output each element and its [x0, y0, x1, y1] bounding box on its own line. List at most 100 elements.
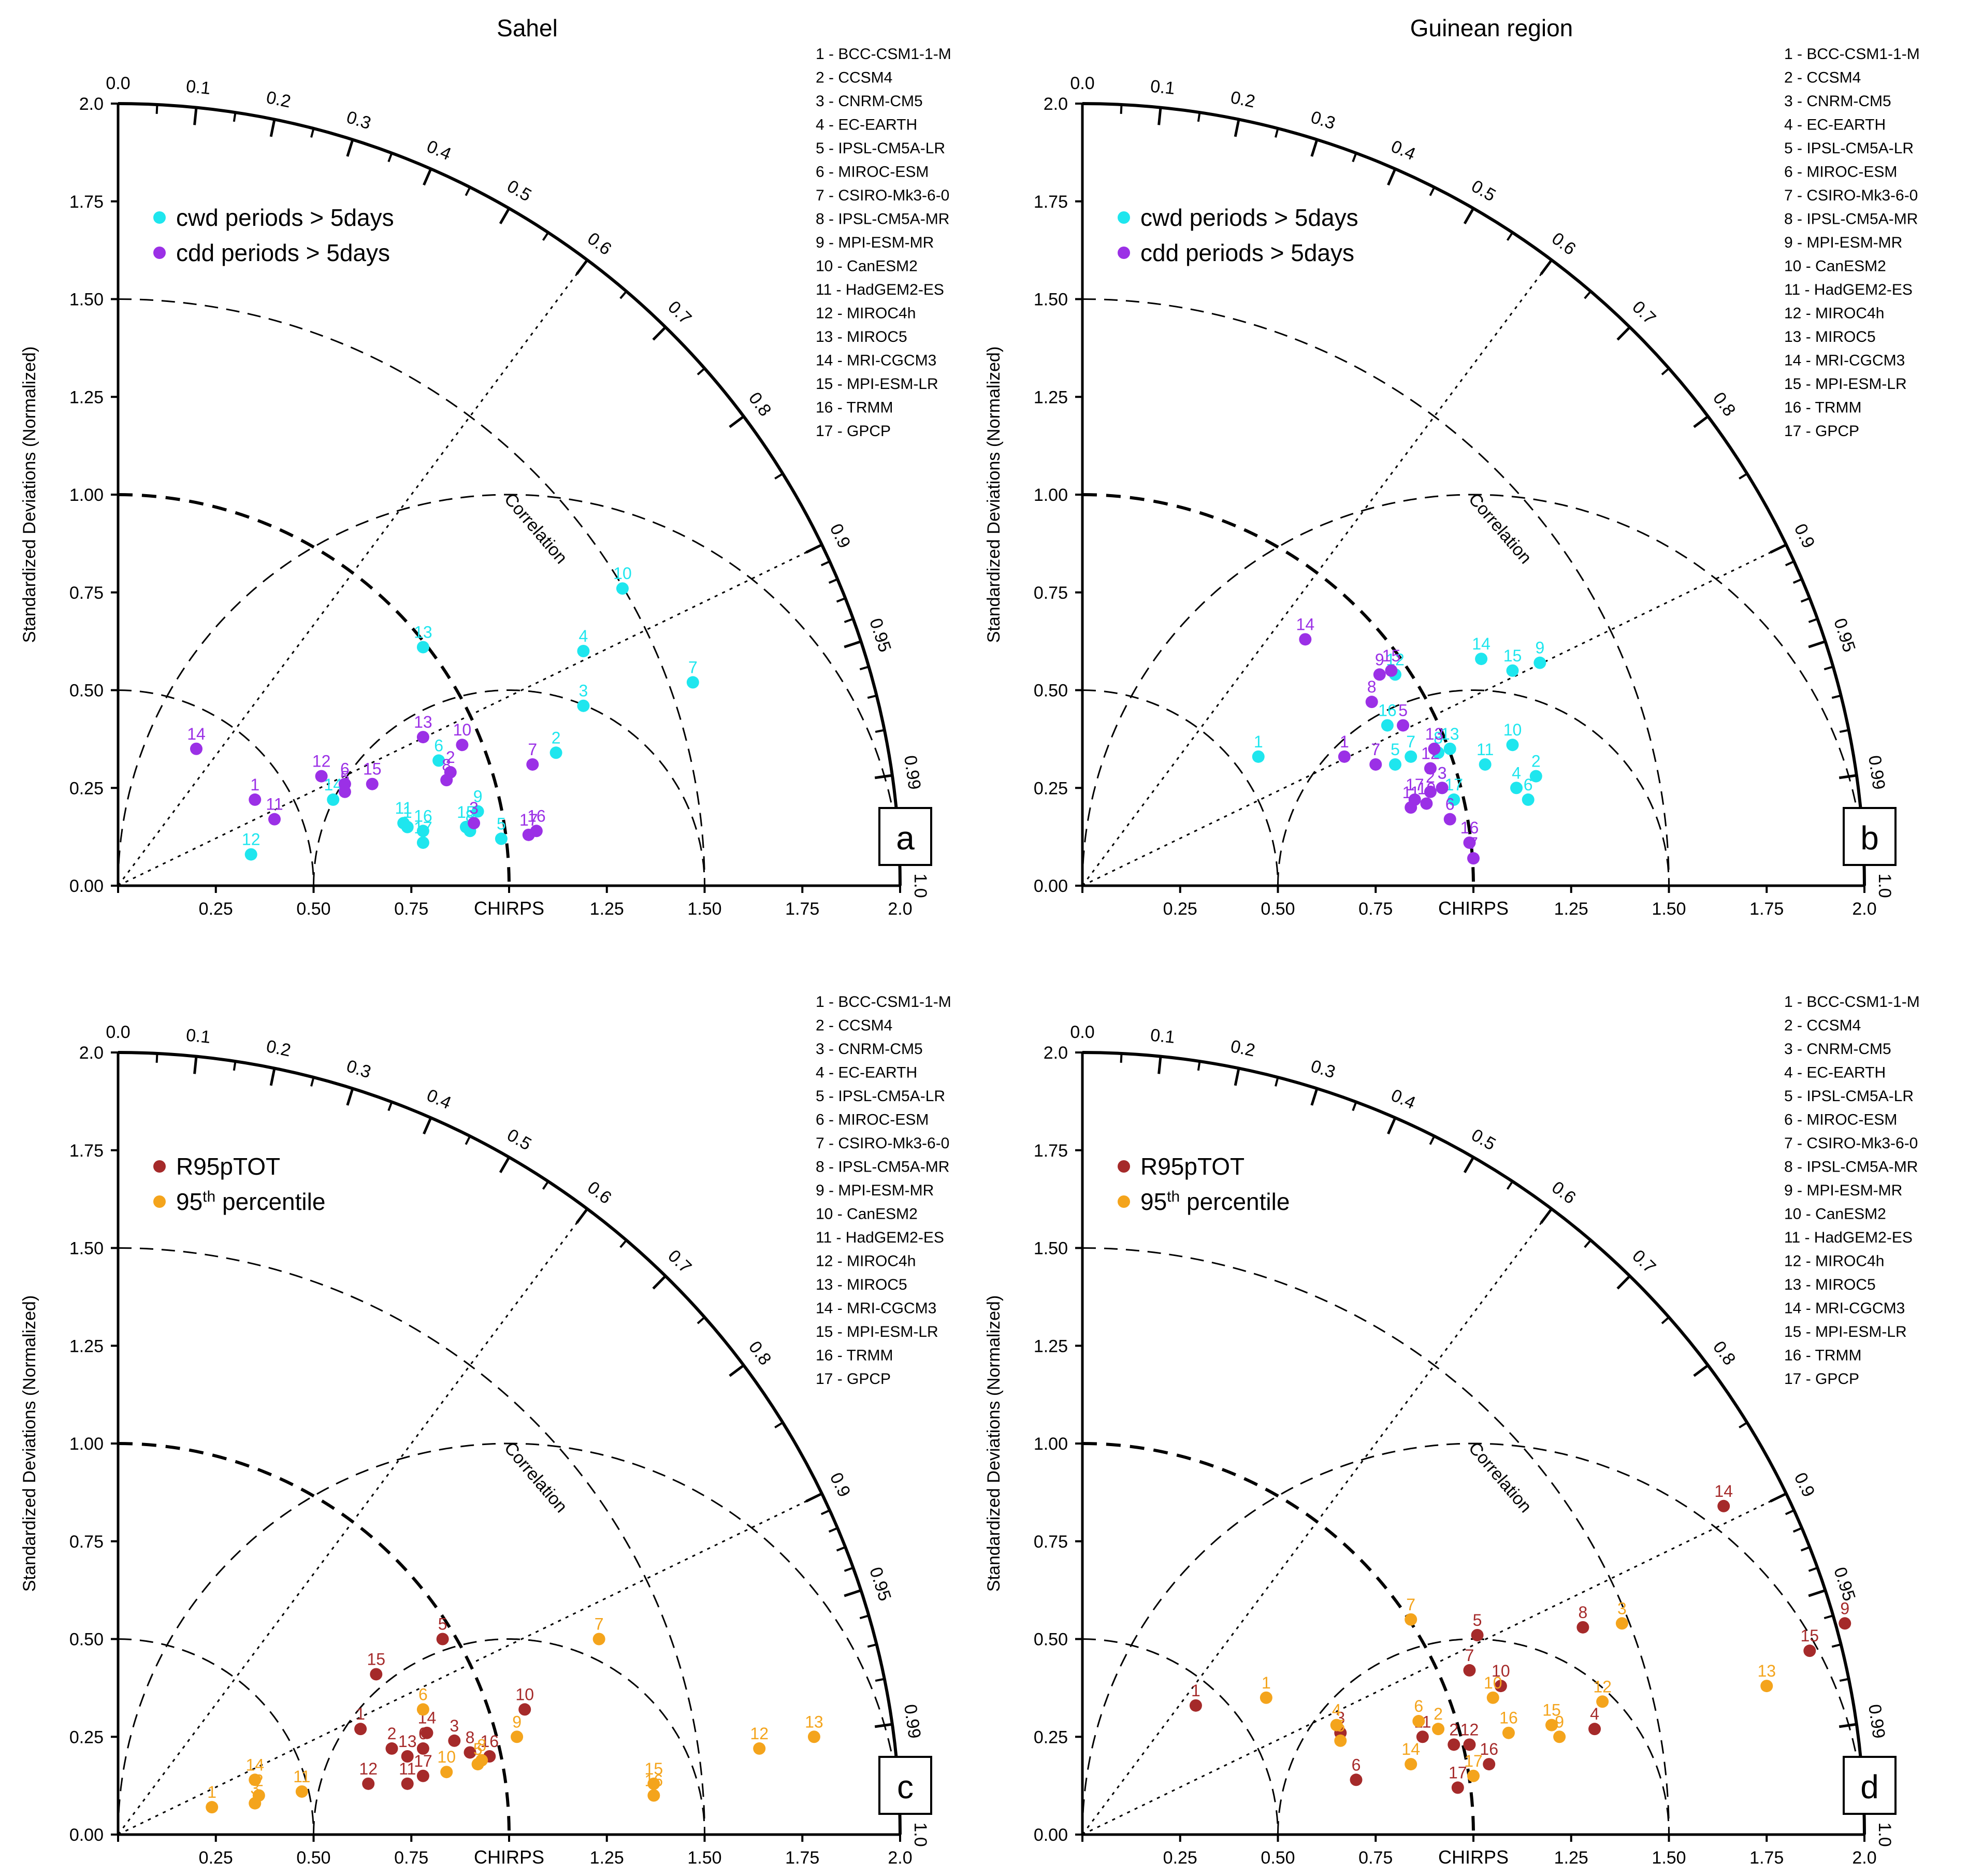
corr-minor-tick	[836, 1546, 846, 1552]
x-tick-label: 0.75	[1358, 899, 1393, 919]
y-axis-label: Standardized Deviations (Normalized)	[20, 347, 39, 643]
data-point	[1839, 1617, 1851, 1630]
data-point	[397, 817, 410, 830]
corr-minor-tick	[1275, 1077, 1279, 1087]
rms-arc	[117, 494, 901, 886]
corr-minor-tick	[1352, 1101, 1357, 1112]
corr-tick	[269, 1068, 276, 1086]
model-legend-item: 5 - IPSL-CM5A-LR	[1784, 1088, 1914, 1105]
corr-tick-label: 0.2	[1229, 88, 1257, 112]
data-point-label: 5	[497, 814, 506, 833]
data-point	[1615, 1617, 1628, 1630]
data-point-label: 1	[403, 803, 412, 821]
y-tick-label: 1.00	[69, 485, 104, 505]
corr-minor-tick	[867, 1643, 877, 1648]
reference-std-arc	[1082, 493, 1475, 886]
corr-minor-tick	[1197, 1061, 1201, 1071]
x-tick-label: 1.25	[590, 1848, 624, 1868]
corr-tick-label: 0.6	[1548, 228, 1580, 259]
model-legend-item: 5 - IPSL-CM5A-LR	[1784, 140, 1914, 157]
data-point-label: 12	[242, 830, 261, 849]
data-point-label: 4	[1590, 1705, 1599, 1723]
corr-ray-0.6	[1081, 259, 1553, 886]
corr-tick-label: 0.4	[1388, 1085, 1419, 1113]
data-point	[338, 777, 351, 790]
data-point-label: 7	[1406, 1595, 1415, 1614]
model-legend-item: 15 - MPI-ESM-LR	[816, 376, 938, 393]
data-point-label: 13	[414, 623, 432, 641]
corr-ray-0.6	[117, 1208, 588, 1835]
corr-tick-label: 0.5	[1468, 1125, 1499, 1155]
corr-tick-label: 0.95	[865, 616, 895, 655]
corr-tick	[423, 168, 432, 186]
corr-minor-tick	[1824, 1614, 1834, 1620]
data-point	[448, 1734, 461, 1747]
model-legend-item: 16 - TRMM	[1784, 1347, 1861, 1364]
data-point	[1463, 1664, 1476, 1677]
model-legend-item: 6 - MIROC-ESM	[816, 1112, 929, 1129]
model-legend-item: 9 - MPI-ESM-MR	[816, 1182, 934, 1199]
model-legend-item: 3 - CNRM-CM5	[816, 93, 923, 110]
x-tick-label: 0.50	[1261, 1848, 1295, 1868]
y-axis-label: Standardized Deviations (Normalized)	[20, 1295, 39, 1592]
data-point-label: 12	[1593, 1677, 1612, 1696]
data-point-label: 6	[340, 760, 350, 778]
data-point	[416, 836, 429, 849]
panel-letter: d	[1860, 1768, 1879, 1806]
series-r95: 12345678910111214151617	[1189, 1482, 1851, 1794]
data-point	[416, 1769, 429, 1782]
corr-minor-tick	[1792, 1527, 1802, 1533]
data-point	[1416, 1730, 1429, 1743]
model-legend-item: 13 - MIROC5	[816, 328, 907, 345]
data-point	[456, 739, 469, 752]
model-legend-item: 11 - HadGEM2-ES	[816, 281, 944, 298]
model-legend-item: 10 - CanESM2	[1784, 1206, 1886, 1223]
corr-minor-tick	[1839, 729, 1849, 733]
model-legend-item: 12 - MIROC4h	[1784, 305, 1884, 322]
data-point	[1389, 758, 1401, 771]
data-point-label: 14	[1472, 634, 1491, 653]
corr-tick	[499, 208, 511, 224]
data-point-label: 15	[1382, 646, 1401, 665]
corr-tick-label: 0.4	[424, 1085, 454, 1113]
corr-minor-tick	[1785, 560, 1795, 567]
data-point	[1467, 852, 1480, 865]
corr-tick-label: 0.9	[1790, 521, 1819, 551]
corr-ray-0.9	[118, 1493, 822, 1836]
corr-tick-label: 0.0	[106, 74, 130, 93]
taylor-panel-b: Guinean region0.000.250.250.500.500.750.…	[984, 15, 1920, 919]
data-point	[1463, 1738, 1476, 1751]
data-point-label: 17	[519, 811, 538, 829]
data-point	[1451, 1781, 1464, 1794]
corr-ray-0.6	[1081, 1208, 1553, 1835]
data-point-label: 14	[1714, 1482, 1733, 1500]
x-tick-label: 2.0	[1852, 899, 1876, 919]
model-legend-item: 9 - MPI-ESM-MR	[1784, 1182, 1902, 1199]
data-point-label: 5	[1473, 1611, 1482, 1629]
x-tick-label: 1.75	[785, 899, 819, 919]
data-point-label: 13	[414, 713, 432, 731]
data-point	[416, 1742, 429, 1755]
data-point	[1483, 1758, 1496, 1771]
corr-minor-tick	[387, 1101, 393, 1112]
x-tick-label: 0.75	[394, 1848, 428, 1868]
data-point-label: 11	[266, 795, 283, 814]
data-point-label: 3	[1617, 1599, 1627, 1618]
data-point-label: 7	[528, 740, 537, 759]
x-tick-label: 0.25	[1163, 899, 1197, 919]
corr-minor-tick	[542, 1180, 549, 1190]
corr-tick-label: 0.6	[1548, 1177, 1580, 1208]
x-tick-label: 1.25	[1554, 1848, 1588, 1868]
corr-tick	[874, 774, 893, 780]
x-tick-label: 1.75	[785, 1848, 819, 1868]
y-tick-label: 0.75	[69, 583, 104, 603]
x-tick-label: 0.75	[394, 899, 428, 919]
corr-minor-tick	[1661, 1316, 1670, 1324]
data-point	[1443, 742, 1456, 755]
data-point-label: 13	[398, 1732, 417, 1751]
corr-tick	[1234, 1068, 1240, 1086]
corr-tick-label: 0.7	[664, 297, 695, 328]
